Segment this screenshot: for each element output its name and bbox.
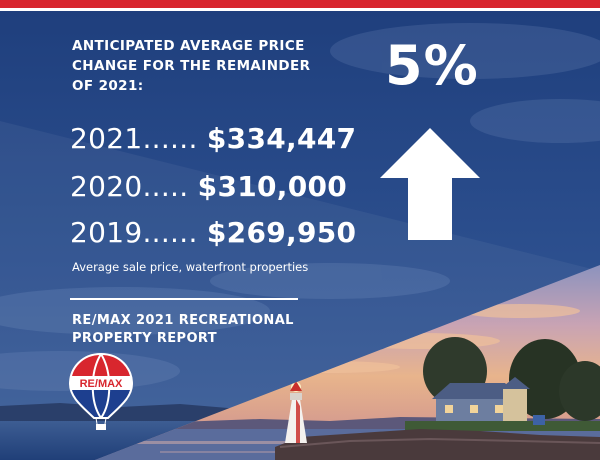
price-row-2019: 2019...... $269,950 [70, 216, 356, 249]
remax-balloon-logo: RE/MAX [68, 352, 134, 430]
report-title: RE/MAX 2021 RECREATIONAL PROPERTY REPORT [72, 312, 332, 348]
price-row-2021: 2021...... $334,447 [70, 122, 356, 155]
price-year: 2020..... [70, 170, 189, 203]
headline: ANTICIPATED AVERAGE PRICE CHANGE FOR THE… [72, 36, 352, 96]
headline-line-2: CHANGE FOR THE REMAINDER [72, 58, 311, 74]
report-title-line-1: RE/MAX 2021 RECREATIONAL [72, 313, 294, 328]
arrow-up-icon [380, 128, 480, 240]
price-value: $310,000 [197, 170, 348, 203]
top-white-stripe [0, 8, 600, 11]
headline-line-3: OF 2021: [72, 78, 144, 94]
price-year: 2019...... [70, 216, 198, 249]
headline-line-1: ANTICIPATED AVERAGE PRICE [72, 38, 305, 54]
top-red-stripe [0, 0, 600, 8]
waterfront-scene-background [0, 11, 600, 460]
report-title-line-2: PROPERTY REPORT [72, 331, 217, 346]
logo-text: RE/MAX [80, 378, 123, 390]
price-value: $269,950 [206, 216, 357, 249]
price-year: 2021...... [70, 122, 198, 155]
price-row-2020: 2020..... $310,000 [70, 170, 347, 203]
percent-change: 5% [385, 34, 479, 97]
price-caption: Average sale price, waterfront propertie… [72, 260, 309, 274]
divider [70, 298, 298, 300]
price-value: $334,447 [206, 122, 357, 155]
